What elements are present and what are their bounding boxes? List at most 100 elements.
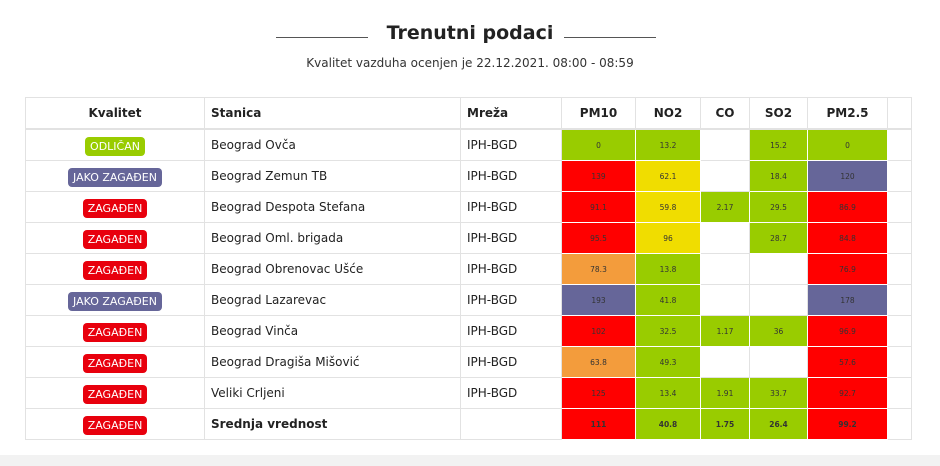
column-header-co[interactable]: CO <box>700 97 750 130</box>
quality-cell: ZAGAĐEN <box>25 377 205 409</box>
quality-badge: ZAGAĐEN <box>82 353 148 373</box>
station-name[interactable]: Veliki Crljeni <box>204 377 461 409</box>
pm25-value-cell: 120 <box>807 160 888 192</box>
column-header-spacer <box>887 97 912 130</box>
table-row[interactable]: ZAGAĐEN Beograd Vinča IPH-BGD 102 32.5 1.17 36… <box>25 315 912 347</box>
table-body: ODLIČAN Beograd Ovča IPH-BGD 0 13.2 15.2 0 JAKO… <box>25 128 912 440</box>
network-cell: IPH-BGD <box>460 284 562 316</box>
no2-value-cell: 40.8 <box>635 408 701 440</box>
station-name[interactable]: Beograd Ovča <box>204 128 461 161</box>
so2-value-cell: 26.4 <box>749 408 808 440</box>
co-value-cell <box>700 160 750 192</box>
co-value-cell: 1.91 <box>700 377 750 409</box>
pm25-value-cell: 76.9 <box>807 253 888 285</box>
station-name[interactable]: Beograd Despota Stefana <box>204 191 461 223</box>
pm10-value-cell: 91.1 <box>561 191 636 223</box>
column-header-network[interactable]: Mreža <box>460 97 562 130</box>
co-value-cell <box>700 253 750 285</box>
co-value-cell: 1.17 <box>700 315 750 347</box>
no2-value-cell: 96 <box>635 222 701 254</box>
quality-badge: ZAGAĐEN <box>82 384 148 404</box>
quality-badge: JAKO ZAGAĐEN <box>68 167 162 187</box>
network-cell: IPH-BGD <box>460 222 562 254</box>
quality-badge: ZAGAĐEN <box>82 198 148 218</box>
table-row[interactable]: ZAGAĐEN Beograd Despota Stefana IPH-BGD 91.… <box>25 191 912 223</box>
pm10-value-cell: 78.3 <box>561 253 636 285</box>
no2-value-cell: 13.4 <box>635 377 701 409</box>
column-header-pm25[interactable]: PM2.5 <box>807 97 888 130</box>
quality-cell: JAKO ZAGAĐEN <box>25 160 205 192</box>
page-subtitle: Kvalitet vazduha ocenjen je 22.12.2021. … <box>306 56 634 70</box>
so2-value-cell: 28.7 <box>749 222 808 254</box>
quality-badge: ZAGAĐEN <box>82 415 148 435</box>
row-spacer-cell <box>887 284 912 316</box>
page-title: Trenutni podaci <box>386 22 554 44</box>
row-spacer-cell <box>887 160 912 192</box>
table-row[interactable]: ZAGAĐEN Beograd Obrenovac Ušće IPH-BGD 78.3… <box>25 253 912 285</box>
so2-value-cell <box>749 284 808 316</box>
pm25-value-cell: 99.2 <box>807 408 888 440</box>
pm25-value-cell: 0 <box>807 128 888 161</box>
station-name[interactable]: Beograd Zemun TB <box>204 160 461 192</box>
co-value-cell <box>700 128 750 161</box>
quality-cell: ZAGAĐEN <box>25 315 205 347</box>
pm25-value-cell: 96.9 <box>807 315 888 347</box>
table-row[interactable]: ZAGAĐEN Veliki Crljeni IPH-BGD 125 13.4 1.91 3… <box>25 377 912 409</box>
quality-cell: ODLIČAN <box>25 128 205 161</box>
station-name[interactable]: Beograd Dragiša Mišović <box>204 346 461 378</box>
pm25-value-cell: 57.6 <box>807 346 888 378</box>
co-value-cell <box>700 222 750 254</box>
co-value-cell <box>700 284 750 316</box>
table-row[interactable]: ZAGAĐEN Beograd Oml. brigada IPH-BGD 95.5 96… <box>25 222 912 254</box>
network-cell: IPH-BGD <box>460 128 562 161</box>
co-value-cell: 2.17 <box>700 191 750 223</box>
pm25-value-cell: 178 <box>807 284 888 316</box>
row-spacer-cell <box>887 222 912 254</box>
so2-value-cell: 33.7 <box>749 377 808 409</box>
network-cell: IPH-BGD <box>460 346 562 378</box>
average-row[interactable]: ZAGAĐEN Srednja vrednost 111 40.8 1.75 26.4 99… <box>25 408 912 440</box>
quality-cell: ZAGAĐEN <box>25 191 205 223</box>
average-label: Srednja vrednost <box>204 408 461 440</box>
footer-strip <box>0 455 940 466</box>
page-header: Trenutni podaci Kvalitet vazduha ocenjen… <box>0 0 940 96</box>
station-name[interactable]: Beograd Vinča <box>204 315 461 347</box>
air-quality-table-wrapper: Kvalitet Stanica Mreža PM10 NO2 CO SO2 P… <box>25 97 912 440</box>
network-cell: IPH-BGD <box>460 160 562 192</box>
no2-value-cell: 32.5 <box>635 315 701 347</box>
title-divider-left <box>276 37 368 38</box>
title-row: Trenutni podaci <box>0 22 940 52</box>
quality-cell: ZAGAĐEN <box>25 222 205 254</box>
quality-cell: ZAGAĐEN <box>25 408 205 440</box>
column-header-station[interactable]: Stanica <box>204 97 461 130</box>
table-row[interactable]: ODLIČAN Beograd Ovča IPH-BGD 0 13.2 15.2 0 <box>25 128 912 161</box>
so2-value-cell: 15.2 <box>749 128 808 161</box>
column-header-pm10[interactable]: PM10 <box>561 97 636 130</box>
table-row[interactable]: JAKO ZAGAĐEN Beograd Lazarevac IPH-BGD 193 4… <box>25 284 912 316</box>
pm10-value-cell: 95.5 <box>561 222 636 254</box>
column-header-so2[interactable]: SO2 <box>749 97 808 130</box>
so2-value-cell: 29.5 <box>749 191 808 223</box>
quality-badge: ZAGAĐEN <box>82 322 148 342</box>
quality-cell: JAKO ZAGAĐEN <box>25 284 205 316</box>
so2-value-cell <box>749 346 808 378</box>
row-spacer-cell <box>887 315 912 347</box>
pm10-value-cell: 193 <box>561 284 636 316</box>
air-quality-table: Kvalitet Stanica Mreža PM10 NO2 CO SO2 P… <box>25 97 912 440</box>
network-cell: IPH-BGD <box>460 377 562 409</box>
table-row[interactable]: ZAGAĐEN Beograd Dragiša Mišović IPH-BGD 63.… <box>25 346 912 378</box>
table-row[interactable]: JAKO ZAGAĐEN Beograd Zemun TB IPH-BGD 139 62… <box>25 160 912 192</box>
column-header-no2[interactable]: NO2 <box>635 97 701 130</box>
station-name[interactable]: Beograd Lazarevac <box>204 284 461 316</box>
no2-value-cell: 13.8 <box>635 253 701 285</box>
column-header-quality[interactable]: Kvalitet <box>25 97 205 130</box>
quality-badge: JAKO ZAGAĐEN <box>68 291 162 311</box>
pm25-value-cell: 84.8 <box>807 222 888 254</box>
title-divider-right <box>564 37 656 38</box>
so2-value-cell <box>749 253 808 285</box>
station-name[interactable]: Beograd Oml. brigada <box>204 222 461 254</box>
station-name[interactable]: Beograd Obrenovac Ušće <box>204 253 461 285</box>
co-value-cell <box>700 346 750 378</box>
row-spacer-cell <box>887 408 912 440</box>
pm10-value-cell: 102 <box>561 315 636 347</box>
